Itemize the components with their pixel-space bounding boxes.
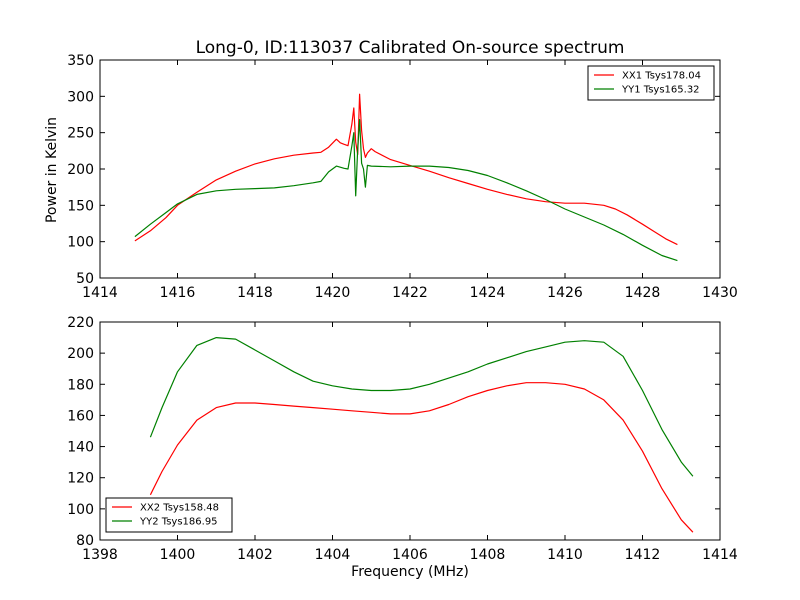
- x-tick-label: 1430: [702, 285, 738, 301]
- x-tick-label: 1416: [160, 285, 196, 301]
- y-tick-label: 120: [67, 471, 94, 487]
- series-line-yy1: [134, 118, 678, 262]
- x-tick-label: 1408: [470, 547, 506, 563]
- y-tick-label: 350: [67, 53, 94, 69]
- x-tick-label: 1420: [315, 285, 351, 301]
- x-tick-label: 1424: [470, 285, 506, 301]
- y-tick-label: 300: [67, 89, 94, 105]
- y-tick-label: 140: [67, 440, 94, 456]
- y-tick-label: 100: [67, 502, 94, 518]
- y-tick-label: 50: [76, 271, 94, 287]
- legend-entry: YY2 Tsys186.95: [139, 517, 218, 528]
- top-panel: 1414 1416 1418 1420 1422 1424 1426 1428 1430 50 10…: [67, 53, 738, 301]
- x-tick-label: 1404: [315, 547, 351, 563]
- y-tick-label: 200: [67, 162, 94, 178]
- legend: XX1 Tsys178.04 YY1 Tsys165.32: [587, 65, 715, 101]
- series-line-xx1: [134, 93, 678, 246]
- x-tick-label: 1406: [392, 547, 428, 563]
- y-tick-label: 80: [76, 533, 94, 549]
- x-tick-label: 1412: [625, 547, 661, 563]
- legend-entry: YY1 Tsys165.32: [621, 85, 700, 96]
- legend: XX2 Tsys158.48 YY2 Tsys186.95: [105, 497, 233, 533]
- figure-title: Long-0, ID:113037 Calibrated On-source s…: [196, 38, 625, 58]
- x-tick-label: 1400: [160, 547, 196, 563]
- series-line-xx2: [149, 382, 694, 533]
- x-tick-label: 1428: [625, 285, 661, 301]
- y-tick-label: 100: [67, 235, 94, 251]
- x-tick-label: 1402: [237, 547, 273, 563]
- legend-entry: XX1 Tsys178.04: [622, 71, 701, 82]
- x-tick-label: 1414: [82, 285, 118, 301]
- y-tick-label: 200: [67, 346, 94, 362]
- legend-box: [587, 65, 715, 101]
- y-tick-label: 160: [67, 408, 94, 424]
- y-axis-label: Power in Kelvin: [44, 117, 60, 223]
- x-tick-label: 1398: [82, 547, 118, 563]
- legend-box: [105, 497, 233, 533]
- y-tick-label: 180: [67, 377, 94, 393]
- y-tick-label: 250: [67, 126, 94, 142]
- x-axis-label: Frequency (MHz): [351, 564, 469, 580]
- y-tick-label: 150: [67, 198, 94, 214]
- x-tick-label: 1426: [547, 285, 583, 301]
- x-tick-label: 1418: [237, 285, 273, 301]
- bottom-panel: 1398 1400 1402 1404 1406 1408 1410 1412 1414 80 10…: [67, 315, 738, 563]
- x-tick-label: 1414: [702, 547, 738, 563]
- legend-entry: XX2 Tsys158.48: [140, 503, 219, 514]
- y-tick-label: 220: [67, 315, 94, 331]
- x-tick-label: 1410: [547, 547, 583, 563]
- x-tick-label: 1422: [392, 285, 428, 301]
- series-line-yy2: [149, 337, 694, 477]
